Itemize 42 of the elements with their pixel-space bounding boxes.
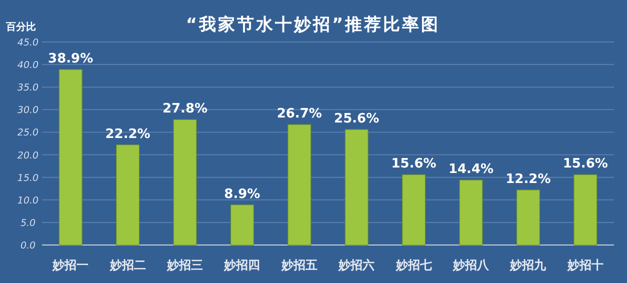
- x-tick-label: 妙招一: [52, 258, 89, 272]
- data-label: 8.9%: [224, 186, 260, 202]
- bar: [116, 144, 140, 246]
- chart-title: “我家节水十妙招”推荐比率图: [186, 15, 440, 35]
- x-tick-label: 妙招六: [338, 258, 375, 272]
- y-tick-label: 30.0: [17, 105, 39, 116]
- y-tick-label: 5.0: [20, 218, 36, 229]
- x-tick-label: 妙招二: [108, 258, 146, 272]
- x-tick-label: 妙招九: [509, 258, 548, 272]
- x-tick-label: 妙招十: [566, 258, 604, 272]
- data-label: 15.6%: [391, 156, 436, 172]
- bar: [344, 129, 368, 246]
- y-tick-label: 25.0: [17, 128, 39, 139]
- bar: [58, 69, 82, 246]
- y-tick-label: 20.0: [17, 150, 39, 162]
- y-tick-label: 40.0: [17, 60, 39, 72]
- x-tick-label: 妙招四: [223, 258, 260, 272]
- x-tick-label: 妙招八: [452, 258, 490, 272]
- bar: [574, 174, 598, 246]
- data-label: 12.2%: [506, 172, 551, 187]
- y-tick-label: 10.0: [17, 195, 39, 206]
- x-tick-label: 妙招三: [166, 258, 203, 272]
- data-label: 14.4%: [448, 162, 494, 178]
- bar: [459, 180, 483, 246]
- bar: [230, 204, 254, 246]
- bar: [402, 174, 426, 246]
- y-tick-label: 15.0: [17, 172, 39, 184]
- y-axis-title: 百分比: [5, 21, 36, 33]
- data-label: 26.7%: [276, 106, 322, 122]
- x-tick-label: 妙招七: [394, 258, 432, 272]
- y-tick-label: 0.0: [20, 240, 36, 252]
- data-label: 15.6%: [562, 156, 608, 172]
- x-tick-label: 妙招五: [280, 258, 318, 272]
- y-tick-label: 35.0: [17, 82, 39, 94]
- y-tick-label: 45.0: [17, 38, 39, 48]
- bar: [516, 190, 540, 246]
- bar: [173, 119, 197, 246]
- data-label: 22.2%: [105, 126, 150, 142]
- data-label: 27.8%: [162, 102, 208, 117]
- data-label: 25.6%: [334, 112, 380, 127]
- bar: [288, 124, 312, 246]
- data-label: 38.9%: [48, 52, 94, 67]
